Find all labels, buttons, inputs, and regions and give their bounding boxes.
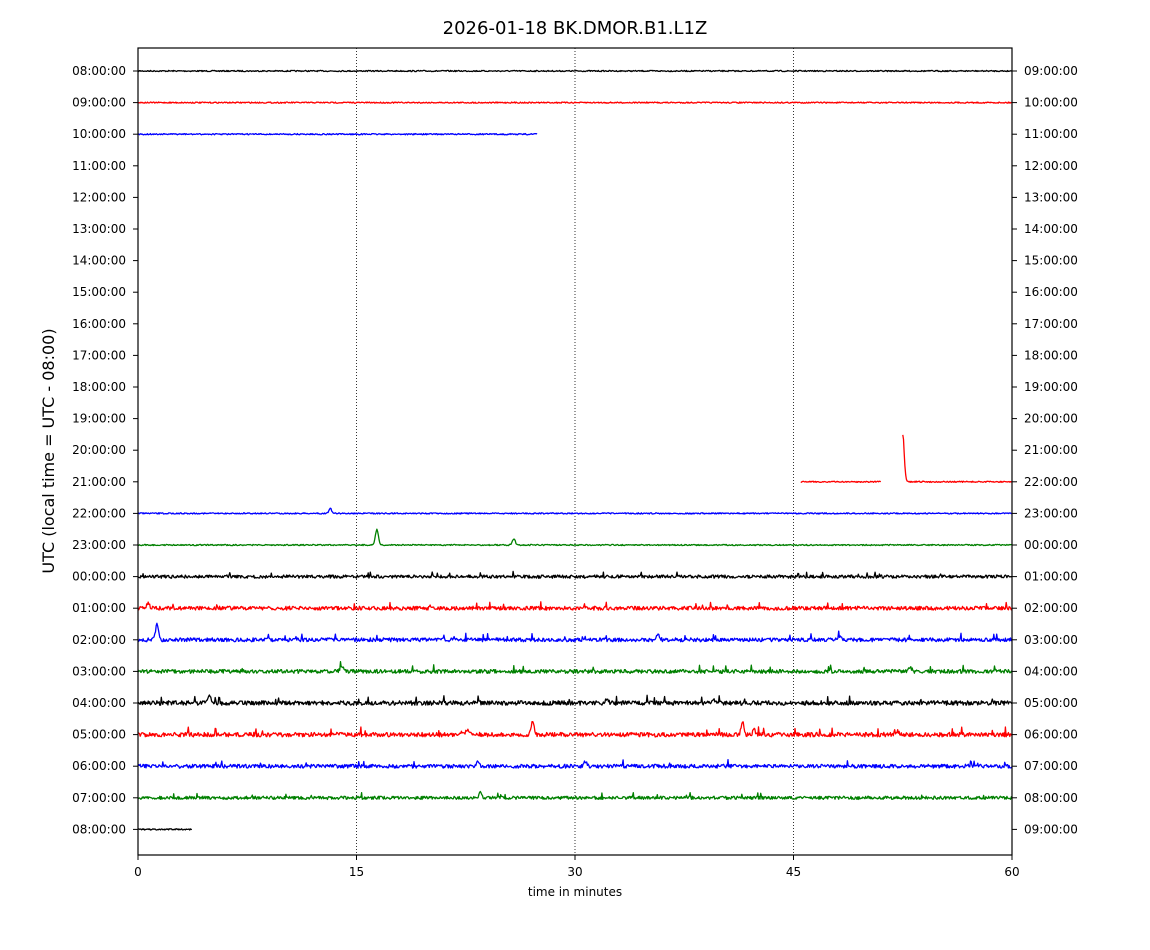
x-axis-ticks: 0 15 30 45 60	[134, 855, 1020, 879]
x-tick-label-1: 15	[349, 865, 364, 879]
right-tick-label-21: 06:00:00	[1024, 728, 1078, 742]
trace-17	[137, 601, 1013, 611]
right-tick-label-1: 10:00:00	[1024, 96, 1078, 110]
trace-19	[137, 661, 1013, 674]
left-tick-label-7: 15:00:00	[72, 285, 126, 299]
right-tick-label-15: 00:00:00	[1024, 538, 1078, 552]
right-tick-label-8: 17:00:00	[1024, 317, 1078, 331]
left-tick-label-6: 14:00:00	[72, 254, 126, 268]
trace-1	[137, 101, 1013, 104]
right-axis-ticks: 09:00:00 10:00:00 11:00:00 12:00:00 13:00:00…	[1012, 64, 1078, 836]
right-tick-label-4: 13:00:00	[1024, 190, 1078, 204]
trace-23	[137, 790, 1013, 801]
left-tick-label-21: 05:00:00	[72, 728, 126, 742]
left-tick-label-14: 22:00:00	[72, 506, 126, 520]
right-tick-label-19: 04:00:00	[1024, 664, 1078, 678]
left-tick-label-23: 07:00:00	[72, 791, 126, 805]
right-tick-label-16: 01:00:00	[1024, 570, 1078, 584]
right-tick-label-22: 07:00:00	[1024, 759, 1078, 773]
trace-2	[137, 132, 538, 136]
right-tick-label-24: 09:00:00	[1024, 822, 1078, 836]
x-tick-label-2: 30	[567, 865, 582, 879]
left-tick-label-13: 21:00:00	[72, 475, 126, 489]
left-tick-label-18: 02:00:00	[72, 633, 126, 647]
trace-24	[137, 828, 192, 831]
left-tick-label-3: 11:00:00	[72, 159, 126, 173]
trace-layer	[137, 69, 1013, 831]
trace-21	[137, 720, 1013, 738]
right-tick-label-14: 23:00:00	[1024, 506, 1078, 520]
right-tick-label-17: 02:00:00	[1024, 601, 1078, 615]
left-tick-label-5: 13:00:00	[72, 222, 126, 236]
left-tick-label-15: 23:00:00	[72, 538, 126, 552]
left-tick-label-0: 08:00:00	[72, 64, 126, 78]
right-tick-label-23: 08:00:00	[1024, 791, 1078, 805]
right-tick-label-13: 22:00:00	[1024, 475, 1078, 489]
left-tick-label-9: 17:00:00	[72, 348, 126, 362]
left-tick-label-24: 08:00:00	[72, 822, 126, 836]
chart-title: 2026-01-18 BK.DMOR.B1.L1Z	[443, 18, 708, 39]
trace-20	[137, 694, 1013, 706]
trace-0	[137, 69, 1013, 73]
right-tick-label-2: 11:00:00	[1024, 127, 1078, 141]
right-tick-label-20: 05:00:00	[1024, 696, 1078, 710]
right-tick-label-12: 21:00:00	[1024, 443, 1078, 457]
right-tick-label-11: 20:00:00	[1024, 412, 1078, 426]
left-tick-label-10: 18:00:00	[72, 380, 126, 394]
right-tick-label-18: 03:00:00	[1024, 633, 1078, 647]
x-tick-label-3: 45	[786, 865, 801, 879]
right-tick-label-0: 09:00:00	[1024, 64, 1078, 78]
trace-16	[138, 570, 1013, 579]
grid-lines	[356, 48, 794, 855]
trace-14	[137, 507, 1013, 515]
x-tick-label-4: 60	[1004, 865, 1019, 879]
x-tick-label-0: 0	[134, 865, 142, 879]
left-tick-label-8: 16:00:00	[72, 317, 126, 331]
left-axis-ticks: 08:00:00 09:00:00 10:00:00 11:00:00 12:00:00…	[72, 64, 138, 836]
left-tick-label-12: 20:00:00	[72, 443, 126, 457]
trace-13	[800, 434, 1013, 484]
y-axis-label: UTC (local time = UTC - 08:00)	[39, 328, 58, 573]
left-tick-label-20: 04:00:00	[72, 696, 126, 710]
left-tick-label-16: 00:00:00	[72, 570, 126, 584]
trace-15	[137, 528, 1013, 547]
left-tick-label-2: 10:00:00	[72, 127, 126, 141]
left-tick-label-22: 06:00:00	[72, 759, 126, 773]
right-tick-label-6: 15:00:00	[1024, 254, 1078, 268]
right-tick-label-10: 19:00:00	[1024, 380, 1078, 394]
left-tick-label-1: 09:00:00	[72, 96, 126, 110]
right-tick-label-7: 16:00:00	[1024, 285, 1078, 299]
trace-22	[137, 758, 1013, 769]
left-tick-label-19: 03:00:00	[72, 664, 126, 678]
left-tick-label-17: 01:00:00	[72, 601, 126, 615]
right-tick-label-5: 14:00:00	[1024, 222, 1078, 236]
left-tick-label-4: 12:00:00	[72, 190, 126, 204]
right-tick-label-3: 12:00:00	[1024, 159, 1078, 173]
trace-18	[137, 622, 1012, 643]
right-tick-label-9: 18:00:00	[1024, 348, 1078, 362]
left-tick-label-11: 19:00:00	[72, 412, 126, 426]
x-axis-label: time in minutes	[528, 885, 622, 899]
